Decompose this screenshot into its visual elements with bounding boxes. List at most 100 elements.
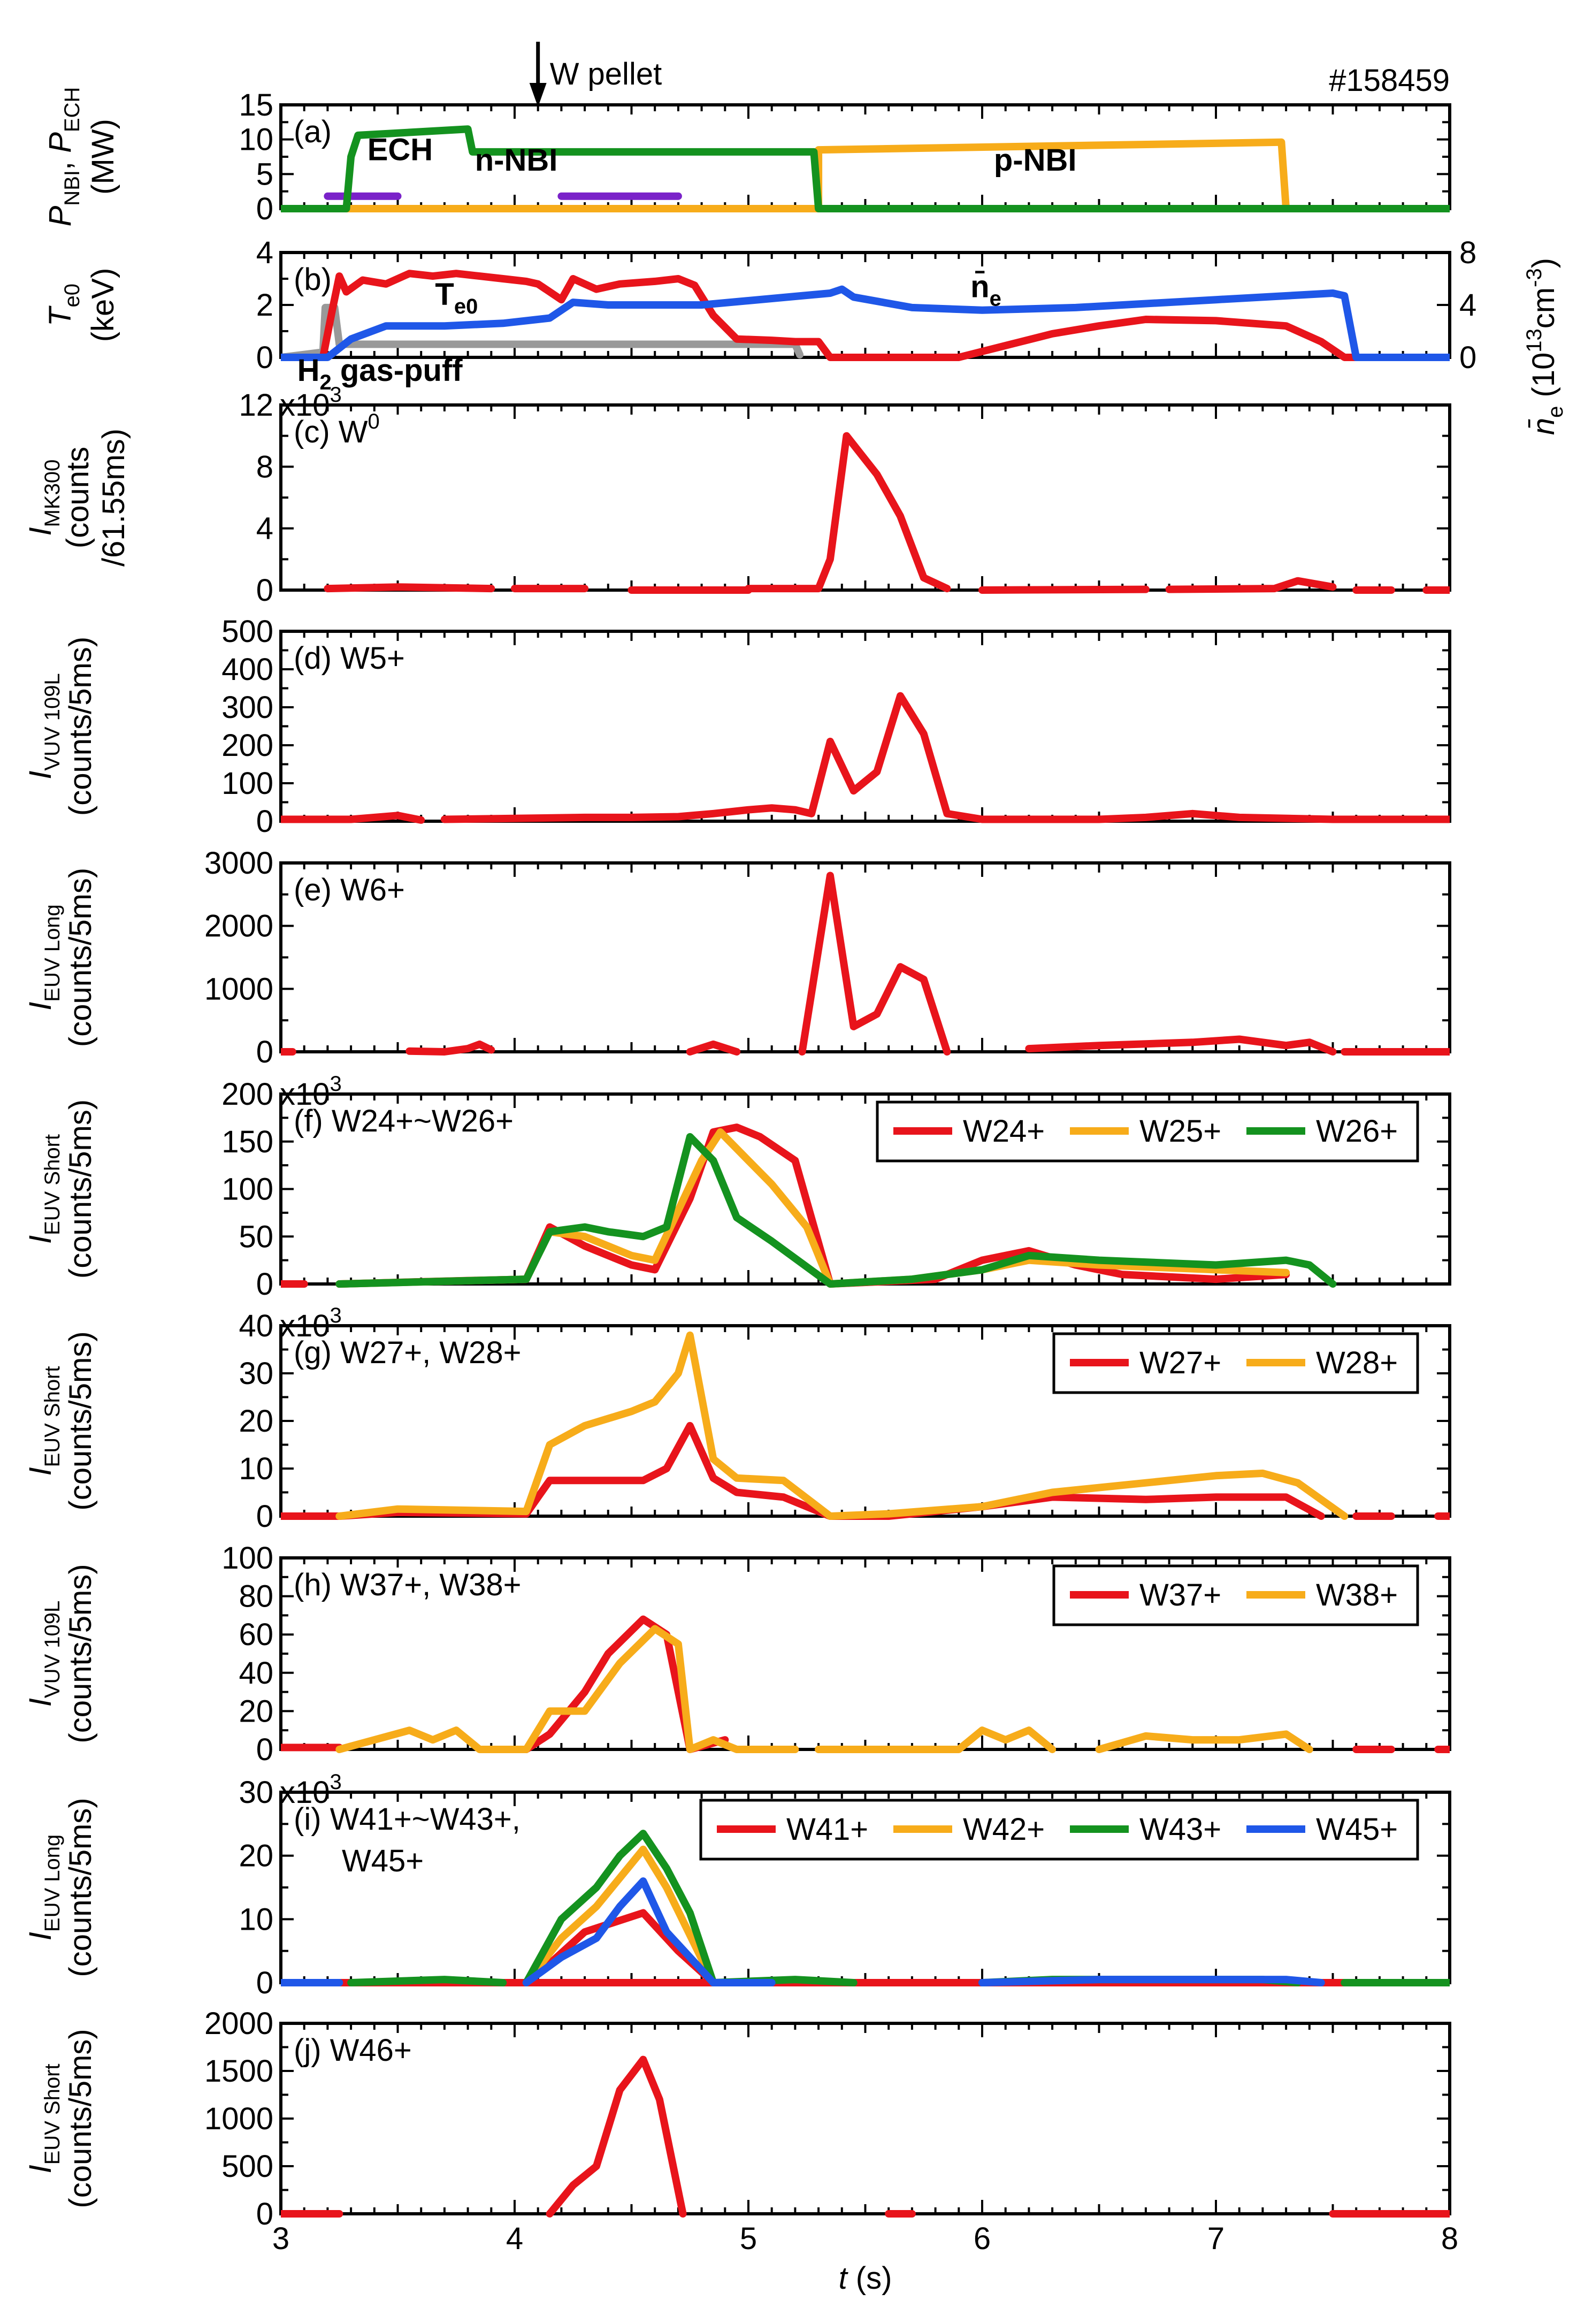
- series-annotation: ECH: [368, 132, 433, 167]
- y-label-line: PNBI, PECH: [43, 87, 84, 227]
- panel-i: 0 10 20 30 x103 IEUV Long(counts/5ms) (i) W41+…: [23, 1770, 1451, 2000]
- series-line-w0: [1165, 577, 1337, 593]
- y-tick-label: 10: [239, 123, 273, 157]
- y-axis-label: IEUV Short(counts/5ms): [23, 1099, 98, 1279]
- y-tick-label: 0: [256, 1267, 273, 1302]
- series-line-w5-: [281, 812, 425, 824]
- y-label-unit: (counts/5ms): [63, 868, 98, 1047]
- legend-label: W26+: [1316, 1114, 1398, 1149]
- panel-label: (c) W0: [294, 410, 380, 449]
- series-line-w26-: [335, 1133, 1337, 1288]
- y-axis-label: IEUV Long(counts/5ms): [23, 868, 98, 1047]
- series-group: [281, 1123, 1337, 1288]
- y-label-unit: (counts: [60, 447, 95, 548]
- plot-frame: [279, 2022, 1451, 2215]
- legend-label: W45+: [1316, 1812, 1398, 1847]
- y-label-unit: (counts/5ms): [63, 1564, 98, 1743]
- y-label-unit: (keV): [86, 268, 120, 342]
- y-label-unit: (counts/5ms): [63, 1331, 98, 1510]
- y-scale-exponent: x103: [280, 1072, 342, 1112]
- panel-label: (f) W24+~W26+: [294, 1104, 514, 1138]
- series-group: [281, 2055, 1450, 2218]
- pellet-arrow-head-icon: [529, 83, 547, 107]
- legend-label: W43+: [1139, 1812, 1221, 1847]
- plot-frame: [279, 403, 1451, 592]
- y-tick-label: 1500: [204, 2054, 273, 2089]
- y-label-unit: /61.55ms): [96, 429, 131, 567]
- series-line-w37-: [522, 1615, 729, 1753]
- y-tick-label: 50: [239, 1219, 273, 1254]
- series-line-w25-: [335, 1128, 1290, 1288]
- series-line-w38-: [815, 1726, 1057, 1753]
- y-label-unit: (counts/5ms): [63, 2029, 98, 2208]
- y-tick-label: 12: [239, 388, 273, 423]
- series-annotation: p-NBI: [994, 143, 1077, 178]
- series-group: [324, 432, 1450, 594]
- x-tick-label: 7: [1207, 2221, 1224, 2256]
- series-line-w6-: [798, 872, 951, 1056]
- y-tick-label: 2000: [204, 909, 273, 944]
- y-axis-label: Te0 (keV): [43, 268, 120, 342]
- y-label-line: IVUV 109L: [23, 673, 64, 779]
- y-tick-label: 10: [239, 1451, 273, 1486]
- panel-g: 0 10 20 30 40 x103 IEUV Short(counts/5ms) (g) W…: [23, 1304, 1451, 1534]
- series-annotation: n̄e: [970, 269, 1001, 310]
- series-line-w43-: [347, 1976, 507, 1986]
- y-axis-label: IVUV 109L(counts/5ms): [23, 637, 98, 816]
- series-line-w5-: [440, 692, 1450, 823]
- series-group: [281, 692, 1450, 824]
- y-tick-label: 60: [239, 1617, 273, 1652]
- series-line-w0: [745, 432, 951, 593]
- panel-j: 0 500 1000 1500 2000 IEUV Short(counts/5ms) (j…: [23, 2006, 1458, 2296]
- series-group: [281, 1331, 1450, 1520]
- y-tick-label: 0: [256, 192, 273, 226]
- series-line-w27-: [281, 1421, 1325, 1520]
- y-tick-label: 4: [256, 235, 273, 270]
- y-scale-exponent: x103: [280, 1304, 342, 1343]
- series-group: [281, 1830, 1450, 1986]
- x-tick-label: 6: [974, 2221, 991, 2256]
- y-tick-label: 1000: [204, 972, 273, 1006]
- series-group: [281, 125, 1450, 212]
- y-tick-label: 0: [256, 2197, 273, 2231]
- y-tick-label: 20: [239, 1404, 273, 1439]
- y-tick-label: 200: [221, 728, 273, 763]
- y-tick-label: 200: [221, 1077, 273, 1112]
- x-axis-label: t (s): [839, 2261, 892, 2296]
- y-tick-label: 3000: [204, 846, 273, 881]
- series-line-ne: [281, 285, 1450, 361]
- series-group: [281, 1615, 1450, 1753]
- y-axis-label: IEUV Short(counts/5ms): [23, 1331, 98, 1510]
- y-tick-label: 400: [221, 652, 273, 687]
- y-tick-label: 30: [239, 1775, 273, 1810]
- x-tick-label: 4: [506, 2221, 523, 2256]
- legend-label: W28+: [1316, 1346, 1398, 1380]
- y-tick-label: 40: [239, 1309, 273, 1343]
- y2-tick-label: 0: [1459, 340, 1476, 375]
- y-axis-label: IEUV Short(counts/5ms): [23, 2029, 98, 2208]
- legend-label: W24+: [963, 1114, 1045, 1149]
- y-label-line: IEUV Short: [23, 2063, 64, 2173]
- legend-box: [876, 1100, 1419, 1163]
- y-label-line: IVUV 109L: [23, 1601, 64, 1707]
- series-line-w28-: [335, 1331, 1349, 1520]
- y-tick-label: 0: [256, 573, 273, 608]
- shot-number: #158459: [1329, 63, 1450, 98]
- x-tick-label: 3: [272, 2221, 289, 2256]
- series-line-p-nbi: [281, 138, 1450, 212]
- y-label-line: IMK300: [23, 460, 64, 536]
- y-tick-label: 0: [256, 1499, 273, 1534]
- series-line-w45-: [522, 1877, 776, 1986]
- y-tick-label: 4: [256, 511, 273, 546]
- series-line-w45-: [978, 1976, 1325, 1986]
- legend-label: W27+: [1139, 1346, 1221, 1380]
- y-scale-exponent: x103: [280, 1770, 342, 1810]
- y-tick-label: 300: [221, 690, 273, 725]
- panel-label: (j) W46+: [294, 2033, 412, 2068]
- y-tick-label: 500: [221, 614, 273, 649]
- x-tick-label: 5: [740, 2221, 757, 2256]
